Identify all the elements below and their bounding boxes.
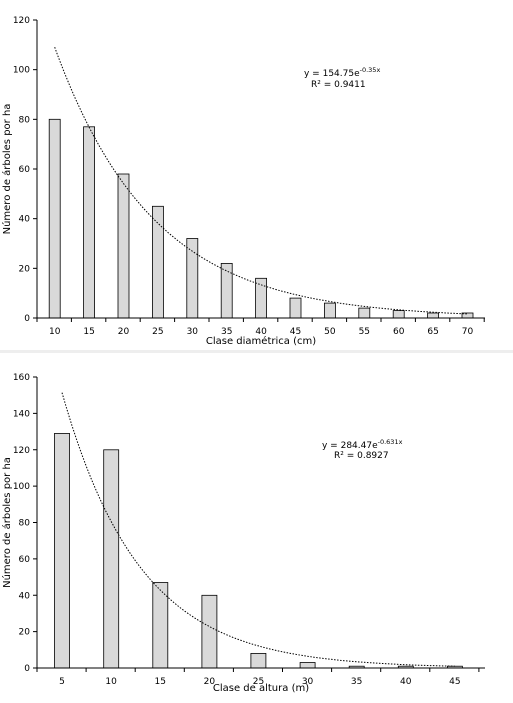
- y-tick-label: 20: [19, 264, 31, 274]
- y-tick-label: 40: [19, 215, 31, 225]
- x-tick-label: 25: [253, 677, 264, 687]
- bar-15: [152, 582, 169, 669]
- x-axis-title: Clase diamétrica (cm): [206, 335, 316, 347]
- x-tick-label: 40: [400, 677, 412, 687]
- bar-65: [427, 312, 440, 319]
- x-tick-label: 10: [105, 677, 117, 687]
- y-tick-label: 80: [19, 519, 31, 529]
- y-tick-label: 120: [13, 446, 30, 456]
- x-axis-title: Clase de altura (m): [213, 683, 309, 694]
- y-tick-label: 0: [24, 664, 30, 674]
- y-tick-label: 0: [24, 314, 30, 324]
- x-tick-label: 55: [359, 327, 370, 337]
- x-tick-label: 35: [351, 677, 362, 687]
- bar-15: [83, 126, 95, 319]
- bar-5: [54, 433, 70, 669]
- bar-50: [323, 302, 336, 319]
- height-chart-panel: 0 20 40 60 80 100 120 140 160 5 10 15 20 25 30 35 40 45 y …: [0, 353, 513, 703]
- height-class-chart: 0 20 40 60 80 100 120 140 160 5 10 15 20 25 30 35 40 45 y …: [1, 373, 485, 694]
- y-tick-label: 140: [13, 409, 30, 419]
- x-tick-label: 30: [187, 327, 199, 337]
- bar-60: [392, 310, 405, 319]
- y-tick-label: 20: [19, 628, 31, 638]
- diameter-chart-panel: 0 20 40 60 80 100 120 10 15 20 25 30 35 40 45 50 55 60 65 7…: [0, 0, 513, 350]
- y-axis-title: Número de árboles por ha: [1, 457, 13, 588]
- x-tick-label: 25: [152, 327, 163, 337]
- y-tick-label: 60: [19, 165, 31, 175]
- x-tick-label: 60: [393, 327, 405, 337]
- bar-25: [151, 205, 164, 319]
- x-tick-label: 45: [449, 677, 460, 687]
- x-tick-label: 15: [83, 327, 94, 337]
- bar-45: [289, 297, 302, 319]
- trendline-r-squared: R² = 0.9411: [311, 80, 366, 90]
- x-tick-label: 35: [221, 327, 232, 337]
- bar-35: [220, 262, 233, 319]
- equation-exponent: -0.35x: [360, 66, 381, 74]
- bar-30: [186, 238, 199, 319]
- y-tick-label: 60: [19, 555, 31, 565]
- bar-20: [201, 594, 218, 669]
- exponential-trendline: [61, 392, 455, 667]
- x-tick-label: 30: [302, 677, 314, 687]
- x-tick-label: 20: [118, 327, 130, 337]
- x-tick-label: 70: [462, 327, 474, 337]
- y-tick-label: 100: [13, 482, 30, 492]
- exponential-trendline: [54, 47, 468, 315]
- panel-divider: [0, 350, 513, 353]
- y-tick-label: 160: [13, 373, 30, 383]
- bar-20: [117, 173, 130, 319]
- diameter-class-chart: 0 20 40 60 80 100 120 10 15 20 25 30 35 40 45 50 55 60 65 7…: [1, 16, 485, 347]
- bar-55: [358, 307, 371, 319]
- x-tick-label: 65: [427, 327, 438, 337]
- equation-base: y = 284.47e: [322, 441, 378, 451]
- bar-30: [299, 662, 316, 669]
- x-tick-label: 45: [290, 327, 301, 337]
- bar-40: [255, 277, 268, 319]
- bar-25: [250, 652, 267, 669]
- bar-10: [48, 118, 61, 319]
- x-tick-label: 40: [255, 327, 267, 337]
- equation-base: y = 154.75e: [304, 69, 360, 79]
- equation-exponent: -0.631x: [378, 438, 403, 446]
- trendline-equation: y = 154.75e-0.35x: [304, 66, 380, 79]
- bar-10: [103, 449, 120, 669]
- x-tick-label: 20: [204, 677, 216, 687]
- trendline-equation: y = 284.47e-0.631x: [322, 438, 403, 451]
- y-tick-label: 80: [19, 115, 31, 125]
- x-tick-label: 10: [49, 327, 61, 337]
- y-tick-label: 100: [13, 66, 30, 76]
- x-tick-label: 50: [324, 327, 336, 337]
- y-axis-title: Número de árboles por ha: [1, 104, 13, 235]
- x-tick-label: 15: [155, 677, 166, 687]
- x-tick-label: 5: [59, 677, 65, 687]
- trendline-r-squared: R² = 0.8927: [334, 451, 389, 461]
- y-tick-label: 120: [13, 16, 30, 26]
- y-tick-label: 40: [19, 591, 31, 601]
